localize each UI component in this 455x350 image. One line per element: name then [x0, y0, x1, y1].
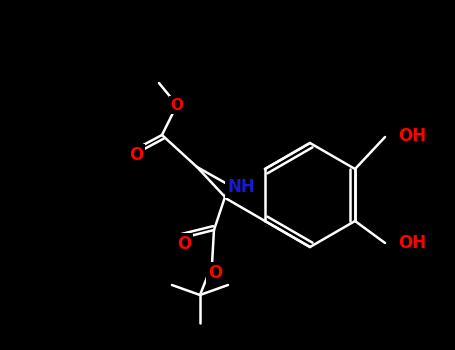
Text: OH: OH — [398, 127, 426, 145]
Text: O: O — [177, 235, 191, 253]
Text: O: O — [171, 98, 183, 112]
Text: NH: NH — [227, 178, 255, 196]
Text: O: O — [129, 146, 143, 164]
Text: O: O — [208, 264, 222, 282]
Text: OH: OH — [398, 234, 426, 252]
